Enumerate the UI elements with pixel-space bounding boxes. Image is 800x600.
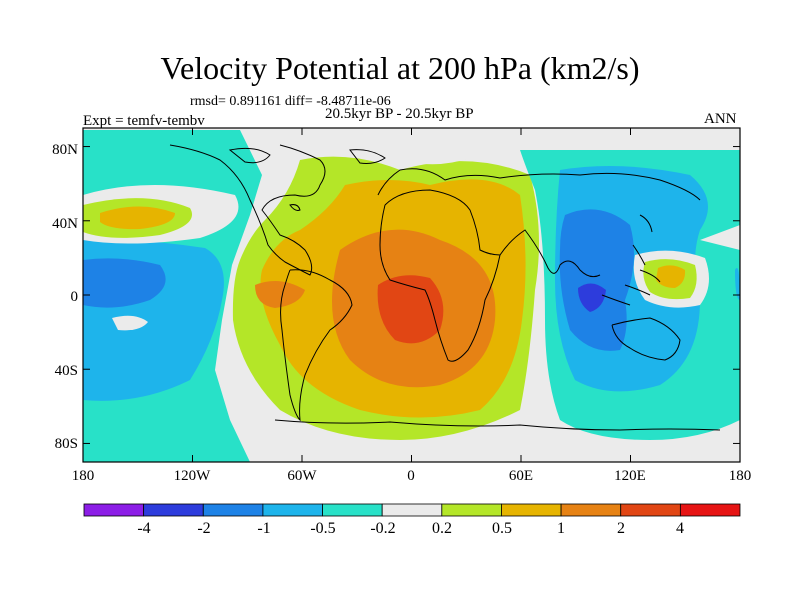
negative-region — [735, 268, 740, 300]
positive-region — [405, 148, 470, 165]
x-tick-label: 180 — [71, 468, 95, 484]
y-tick-label: 80N — [52, 142, 78, 158]
positive-region — [100, 206, 175, 230]
period-text: 20.5kyr BP - 20.5kyr BP — [325, 106, 474, 122]
colorbar — [83, 503, 741, 517]
colorbar-swatch — [202, 503, 264, 517]
y-tick-label: 80S — [54, 436, 78, 452]
contour-field — [83, 128, 740, 462]
colorbar-label: 2 — [617, 520, 625, 537]
colorbar-label: 4 — [676, 520, 684, 537]
y-tick-label: 0 — [70, 289, 79, 305]
colorbar-label: -4 — [137, 520, 151, 537]
colorbar-label: -0.5 — [310, 520, 336, 537]
y-tick-label: 40N — [52, 216, 78, 232]
positive-region — [377, 275, 444, 344]
x-tick-label: 120E — [614, 468, 646, 484]
colorbar-swatch — [679, 503, 741, 517]
colorbar-swatch — [83, 503, 145, 517]
colorbar-label: -2 — [197, 520, 211, 537]
colorbar-label: 0.5 — [492, 520, 512, 537]
colorbar-swatch — [620, 503, 681, 517]
x-tick-label: 0 — [407, 468, 415, 484]
x-tick-label: 180 — [728, 468, 752, 484]
y-tick-label: 40S — [54, 363, 78, 379]
negative-region — [559, 209, 634, 351]
x-tick-label: 120W — [173, 468, 211, 484]
colorbar-swatch — [322, 503, 383, 517]
colorbar-label: 0.2 — [432, 520, 452, 537]
plot-title: Velocity Potential at 200 hPa (km2/s) — [160, 50, 640, 86]
colorbar-swatch — [262, 503, 323, 517]
colorbar-label: -0.2 — [370, 520, 396, 537]
negative-region — [112, 315, 148, 331]
colorbar-swatch — [143, 503, 204, 517]
colorbar-swatch — [441, 503, 502, 517]
negative-region — [578, 283, 606, 312]
coastlines — [169, 144, 721, 431]
colorbar-swatch — [560, 503, 622, 517]
axis-ticks — [82, 128, 741, 462]
x-tick-label: 60E — [508, 468, 534, 484]
season-label: ANN — [704, 111, 737, 127]
colorbar-label: 1 — [557, 520, 565, 537]
experiment-label: Expt = temfv-tembv — [83, 113, 205, 129]
negative-region — [83, 258, 166, 308]
positive-region — [656, 265, 686, 288]
x-tick-label: 60W — [287, 468, 317, 484]
stats-text: rmsd= 0.891161 diff= -8.48711e-06 — [190, 94, 391, 109]
colorbar-label: -1 — [257, 520, 271, 537]
colorbar-swatch — [501, 503, 562, 517]
colorbar-swatch — [381, 503, 443, 517]
positive-region — [700, 225, 740, 250]
positive-region — [255, 281, 305, 308]
